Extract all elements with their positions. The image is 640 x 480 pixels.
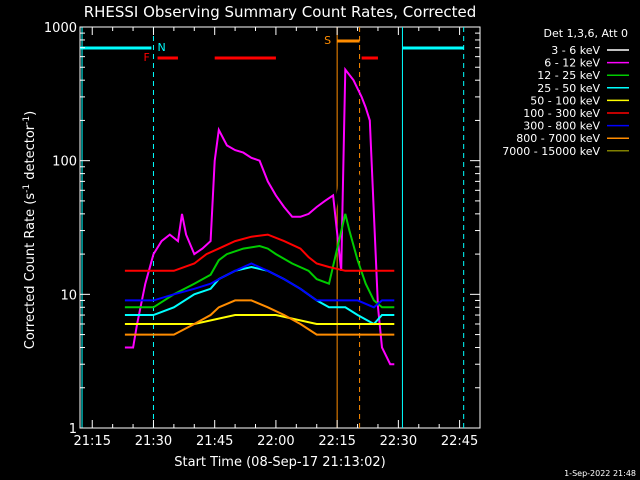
series-lines bbox=[124, 66, 395, 366]
legend-label: 3 - 6 keV bbox=[551, 44, 600, 57]
y-tick-label: 10 bbox=[60, 288, 77, 303]
legend-header: Det 1,3,6, Att 0 bbox=[544, 27, 628, 40]
legend-label: 25 - 50 keV bbox=[537, 82, 600, 95]
status-bars: NF S bbox=[80, 27, 465, 428]
x-tick-label: 22:15 bbox=[318, 434, 355, 449]
legend-label: 7000 - 15000 keV bbox=[502, 145, 600, 158]
x-axis-label: Start Time (08-Sep-17 21:13:02) bbox=[174, 455, 385, 470]
y-tick-label: 100 bbox=[52, 155, 77, 170]
series-line bbox=[124, 145, 395, 273]
axis-ticks: 21:15 21:30 21:45 22:00 22:15 22:30 22:45 1 10 10… bbox=[44, 21, 480, 449]
x-tick-label: 21:15 bbox=[74, 434, 111, 449]
legend-label: 100 - 300 keV bbox=[523, 107, 600, 120]
footer-date: 1-Sep-2022 21:48 bbox=[564, 469, 636, 478]
series-line bbox=[124, 314, 395, 325]
x-tick-label: 21:45 bbox=[196, 434, 233, 449]
legend-label: 300 - 800 keV bbox=[523, 120, 600, 133]
y-tick-label: 1 bbox=[69, 422, 77, 437]
legend-label: 50 - 100 keV bbox=[530, 94, 600, 107]
y-tick-label: 1000 bbox=[44, 21, 77, 36]
x-tick-label: 21:30 bbox=[135, 434, 172, 449]
annotation-s: S bbox=[324, 34, 331, 47]
axes bbox=[79, 26, 481, 429]
x-tick-label: 22:45 bbox=[441, 434, 478, 449]
series-line bbox=[124, 299, 395, 336]
legend-label: 12 - 25 keV bbox=[537, 69, 600, 82]
y-axis-label: Corrected Count Rate (s-1 detector-1) bbox=[22, 111, 38, 349]
plot-frame bbox=[79, 26, 481, 429]
annotation-f: F bbox=[143, 51, 149, 64]
series-line bbox=[124, 66, 395, 366]
series-line bbox=[124, 262, 395, 309]
x-tick-label: 22:30 bbox=[380, 434, 417, 449]
annotation-n: N bbox=[157, 41, 165, 54]
series-line bbox=[124, 233, 395, 272]
legend-label: 800 - 7000 keV bbox=[516, 132, 600, 145]
series-line bbox=[124, 213, 395, 309]
legend-label: 6 - 12 keV bbox=[544, 57, 600, 70]
x-tick-label: 22:00 bbox=[257, 434, 294, 449]
chart-title: RHESSI Observing Summary Count Rates, Co… bbox=[84, 3, 477, 21]
